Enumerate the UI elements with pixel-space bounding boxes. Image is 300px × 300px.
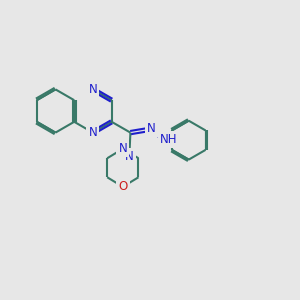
Text: N: N [88,83,97,96]
Text: N: N [88,126,97,139]
Text: O: O [118,180,128,193]
Text: N: N [147,122,155,135]
Text: N: N [118,142,127,155]
Text: N: N [125,150,134,163]
Text: NH: NH [160,133,177,146]
